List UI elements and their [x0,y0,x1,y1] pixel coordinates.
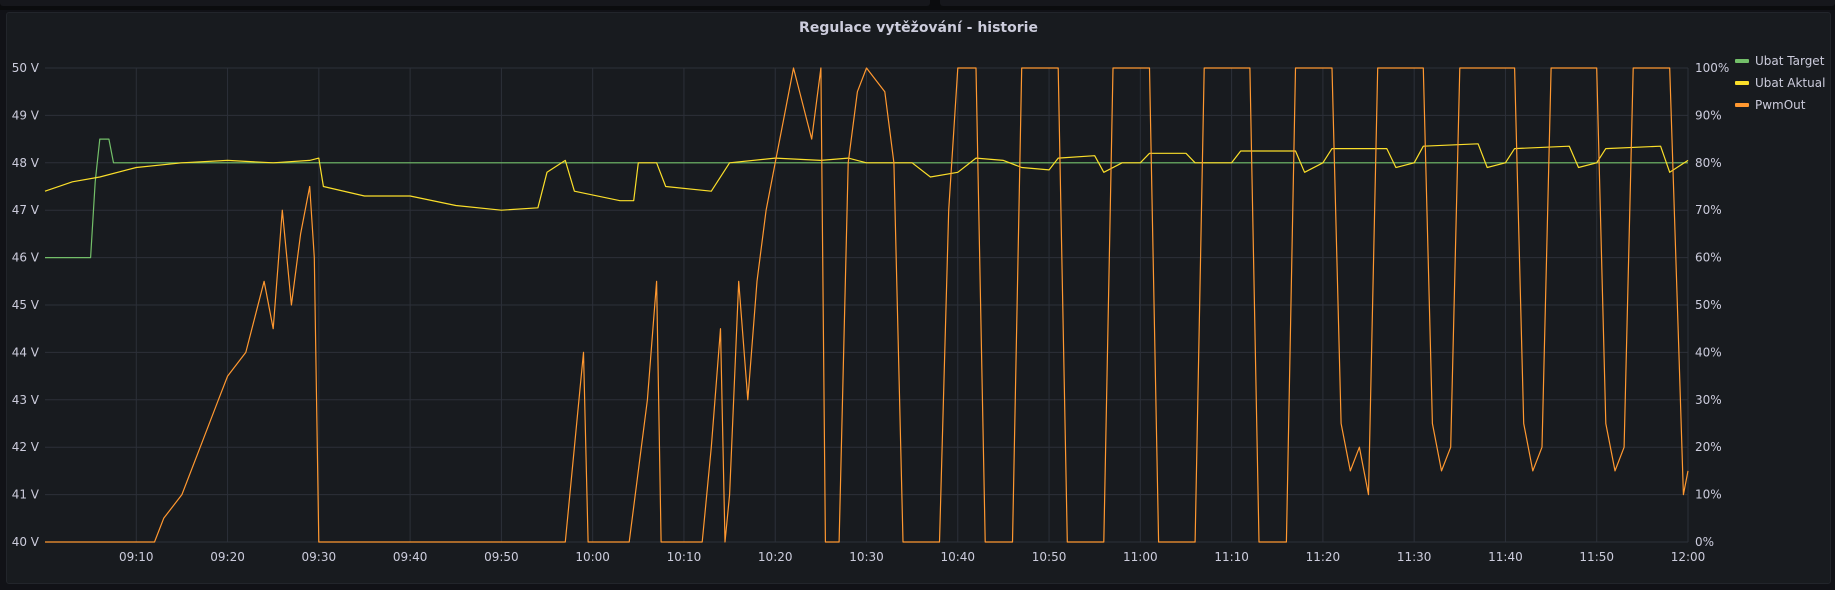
series-lines [44,67,1689,543]
y-left-tick-label: 46 V [12,251,40,265]
graph-panel[interactable]: Regulace vytěžování - historie [6,12,1831,584]
x-tick-label: 11:00 [1123,550,1158,564]
series-line-ubat-target [45,138,1688,259]
y-axis-left: 40 V 41 V 42 V 43 V 44 V 45 V 46 V 47 V 48 V 49 V… [12,61,40,549]
y-left-tick-label: 47 V [12,203,40,217]
y-right-tick-label: 20% [1695,440,1722,454]
x-tick-label: 10:10 [667,550,702,564]
series-line-pwmout [45,67,1689,543]
x-tick-label: 09:40 [393,550,428,564]
y-left-tick-label: 49 V [12,108,40,122]
y-right-tick-label: 40% [1695,345,1722,359]
panel-header-left [0,0,930,6]
y-left-tick-label: 41 V [12,488,40,502]
x-tick-label: 12:00 [1671,550,1706,564]
y-left-tick-label: 44 V [12,345,40,359]
x-tick-label: 09:30 [302,550,337,564]
y-axis-right: 0% 10% 20% 30% 40% 50% 60% 70% 80% 90% 100% [1695,61,1729,549]
x-tick-label: 10:30 [849,550,884,564]
x-tick-label: 09:20 [210,550,245,564]
legend-item-ubat-aktual[interactable]: Ubat Aktual [1735,72,1825,94]
y-left-tick-label: 42 V [12,440,40,454]
y-right-tick-label: 10% [1695,488,1722,502]
x-tick-label: 10:20 [758,550,793,564]
x-tick-label: 10:50 [1032,550,1067,564]
legend-swatch [1735,59,1749,63]
y-right-tick-label: 90% [1695,108,1722,122]
panel-header-right [940,0,1835,6]
x-tick-label: 10:40 [940,550,975,564]
y-right-tick-label: 80% [1695,156,1722,170]
x-axis: 09:10 09:20 09:30 09:40 09:50 10:00 10:10 10:20… [119,550,1705,564]
y-left-tick-label: 48 V [12,156,40,170]
legend-swatch [1735,103,1749,107]
y-left-tick-label: 50 V [12,61,40,75]
y-right-tick-label: 30% [1695,393,1722,407]
x-tick-label: 09:10 [119,550,154,564]
y-right-tick-label: 70% [1695,203,1722,217]
x-tick-label: 09:50 [484,550,519,564]
x-tick-label: 11:10 [1214,550,1249,564]
top-strip [0,0,1835,10]
x-tick-label: 11:30 [1397,550,1432,564]
legend-label: Ubat Target [1755,54,1825,68]
y-left-tick-label: 40 V [12,535,40,549]
y-left-tick-label: 43 V [12,393,40,407]
y-right-tick-label: 0% [1695,535,1714,549]
legend-swatch [1735,81,1749,85]
series-line-ubat-aktual [44,143,1689,211]
legend-label: PwmOut [1755,98,1806,112]
x-tick-label: 11:40 [1488,550,1523,564]
legend-label: Ubat Aktual [1755,76,1826,90]
legend: Ubat Target Ubat Aktual PwmOut [1735,50,1825,116]
x-tick-label: 11:20 [1306,550,1341,564]
y-right-tick-label: 100% [1695,61,1729,75]
y-right-tick-label: 60% [1695,251,1722,265]
x-tick-label: 10:00 [575,550,610,564]
y-right-tick-label: 50% [1695,298,1722,312]
legend-item-pwmout[interactable]: PwmOut [1735,94,1825,116]
panel-title[interactable]: Regulace vytěžování - historie [799,20,1038,36]
x-tick-label: 11:50 [1579,550,1614,564]
legend-item-ubat-target[interactable]: Ubat Target [1735,50,1825,72]
y-left-tick-label: 45 V [12,298,40,312]
